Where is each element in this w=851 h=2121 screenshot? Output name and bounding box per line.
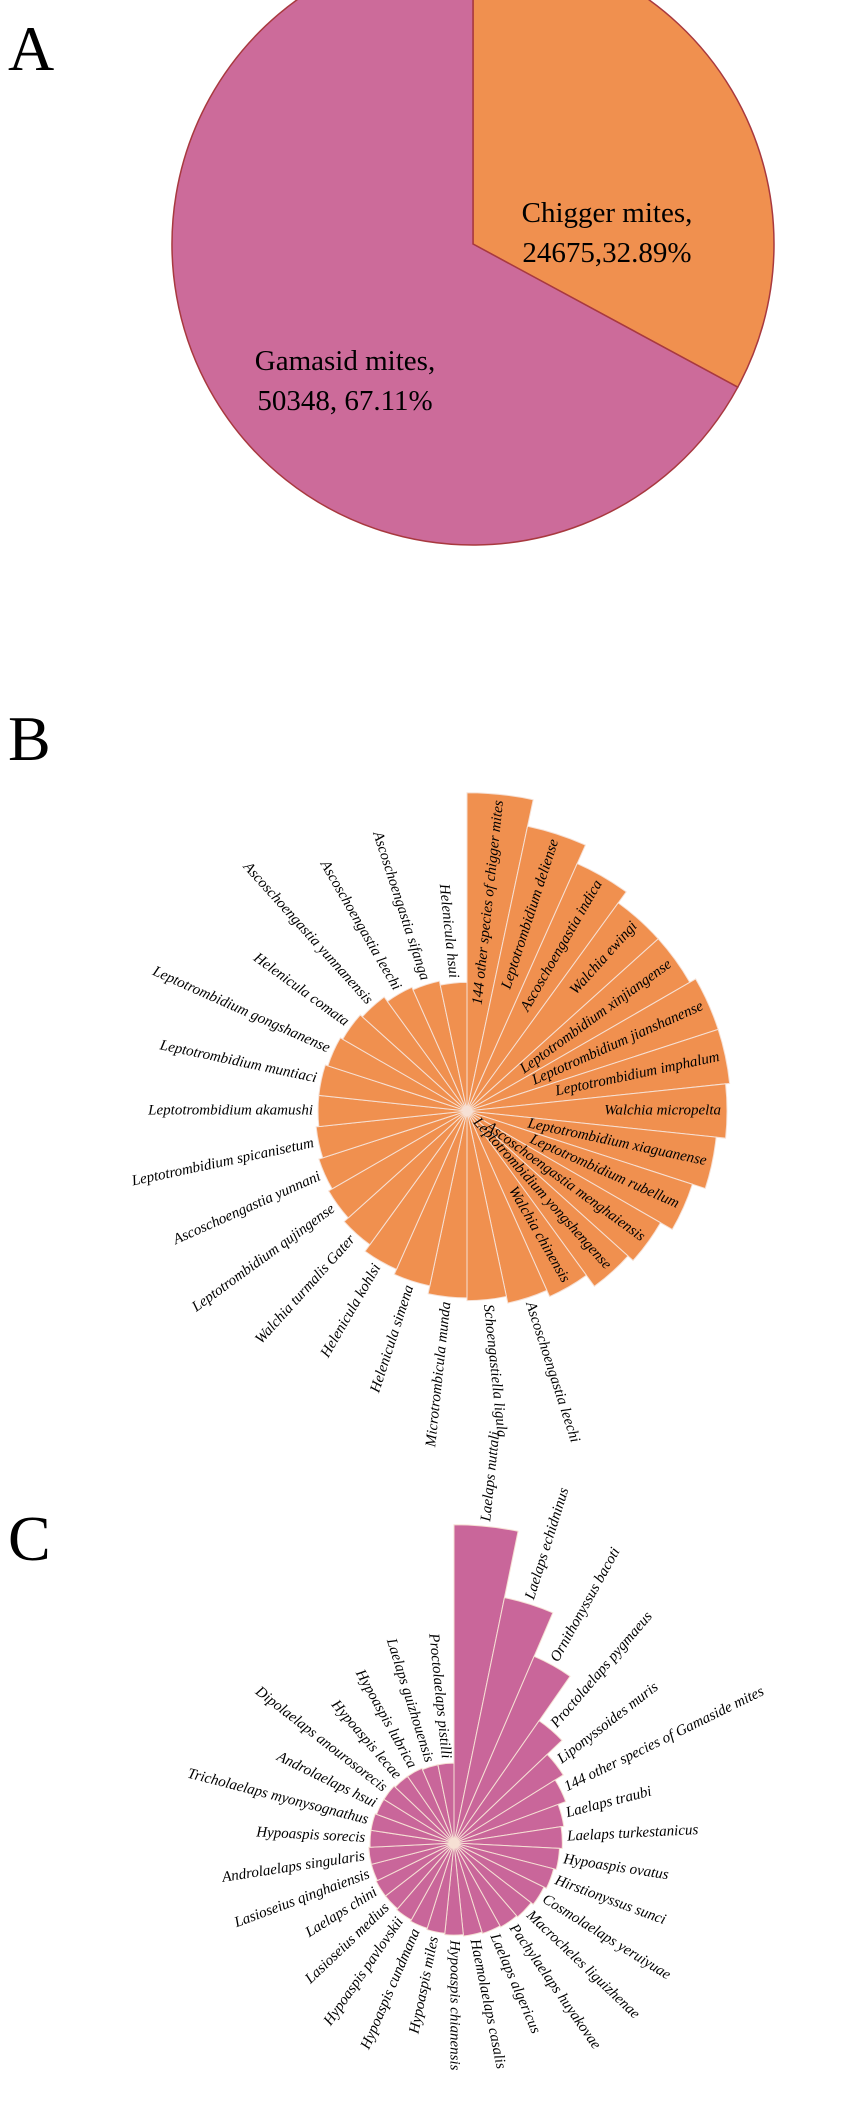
radial-bar bbox=[327, 1037, 468, 1112]
radial-bar bbox=[412, 980, 468, 1112]
radial-bar bbox=[343, 1110, 468, 1246]
bar-label: Schoengastiella ligula bbox=[480, 1304, 510, 1439]
bar-label: Hypoaspis chianensis bbox=[447, 1939, 463, 2071]
radial-bar bbox=[453, 1597, 554, 1844]
radial-bar bbox=[437, 1762, 455, 1844]
radial-bar bbox=[375, 1842, 455, 1897]
radial-bar bbox=[315, 1110, 468, 1159]
pie-slice bbox=[472, 0, 775, 389]
panel-label: C bbox=[8, 1503, 51, 1574]
radial-bar bbox=[453, 1842, 518, 1928]
panel-label: B bbox=[8, 703, 51, 774]
bar-label: Laelaps turkestanicus bbox=[566, 1822, 699, 1845]
radial-bar bbox=[453, 1753, 564, 1844]
bar-label: Leptotrombidium muntiaci bbox=[158, 1037, 319, 1086]
panel-label: A bbox=[8, 13, 54, 84]
bar-label: Hypoaspis ovatus bbox=[561, 1851, 670, 1883]
radial-bar bbox=[327, 1110, 468, 1219]
radial-bar bbox=[439, 981, 468, 1112]
slice-value-label: 50348, 67.11% bbox=[257, 385, 432, 417]
radial-bar bbox=[453, 1779, 567, 1844]
radial-bar bbox=[466, 1028, 731, 1112]
radial-bar bbox=[406, 1767, 455, 1844]
radial-bar bbox=[466, 1110, 588, 1298]
bar-label: Tricholaelaps myonysognathus bbox=[186, 1766, 370, 1828]
bar-label: Laelaps echidninus bbox=[522, 1486, 572, 1603]
radial-bar bbox=[386, 986, 468, 1112]
radial-bar bbox=[466, 1110, 694, 1231]
radial-bar bbox=[466, 1110, 548, 1304]
slice-label: Gamasid mites, bbox=[255, 345, 435, 377]
radial-bar bbox=[453, 1803, 565, 1844]
radial-bar bbox=[453, 1842, 501, 1935]
radial-bar bbox=[409, 1842, 455, 1929]
radial-bar bbox=[364, 1110, 468, 1271]
radial-bar bbox=[466, 825, 587, 1112]
radial-bar bbox=[361, 996, 468, 1112]
pie-slice bbox=[171, 0, 739, 546]
bar-label: Laelaps nuttali bbox=[478, 1431, 503, 1524]
radial-bar bbox=[466, 1110, 662, 1262]
radial-bar bbox=[453, 1720, 563, 1844]
bar-label: Leptotrombidium akamushi bbox=[147, 1102, 313, 1118]
radial-bar bbox=[453, 1842, 532, 1918]
radial-bar bbox=[466, 862, 627, 1112]
radial-bar bbox=[393, 1110, 468, 1287]
radial-bar bbox=[466, 1083, 728, 1139]
radial-bar bbox=[368, 1842, 455, 1865]
radial-bar bbox=[453, 1842, 483, 1937]
radial-bar bbox=[453, 1842, 555, 1889]
bar-label: Helenicula hsui bbox=[436, 882, 462, 979]
radial-bar bbox=[318, 1064, 468, 1112]
slice-value-label: 24675,32.89% bbox=[522, 237, 691, 269]
bar-label: Helenicula simena bbox=[367, 1283, 417, 1395]
radial-bar bbox=[453, 1842, 545, 1906]
radial-bar bbox=[383, 1785, 455, 1844]
radial-bar bbox=[444, 1842, 464, 1936]
radial-bar bbox=[395, 1842, 455, 1921]
radial-bar bbox=[318, 1110, 468, 1190]
radial-bar bbox=[466, 1110, 508, 1302]
radial-bar bbox=[466, 1110, 717, 1190]
radial-bar bbox=[453, 1655, 571, 1844]
radial-bar bbox=[453, 1826, 563, 1850]
bar-label: Walchia micropelta bbox=[604, 1102, 721, 1118]
bar-label: Hypoaspis sorecis bbox=[255, 1824, 366, 1846]
radial-bar bbox=[342, 1014, 468, 1112]
radial-bar bbox=[466, 1110, 629, 1287]
slice-label: Chigger mites, bbox=[522, 197, 693, 229]
bar-label: Microtrombicula munda bbox=[423, 1301, 454, 1449]
bar-label: Ascoschoengastia leechi bbox=[522, 1299, 583, 1445]
